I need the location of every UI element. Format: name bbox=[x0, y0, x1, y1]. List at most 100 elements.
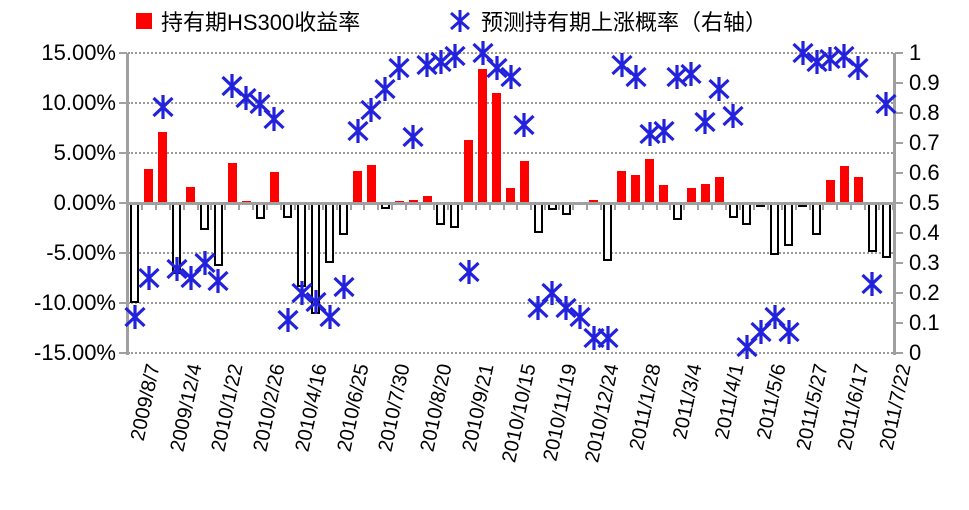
bar bbox=[533, 203, 543, 233]
asterisk-marker-icon bbox=[652, 119, 675, 143]
category-tick bbox=[127, 204, 129, 210]
asterisk-marker-icon bbox=[513, 113, 536, 137]
x-axis-date-label: 2010/7/30 bbox=[374, 362, 415, 454]
asterisk-marker-icon bbox=[166, 257, 188, 281]
category-tick bbox=[711, 204, 714, 210]
asterisk-marker-icon bbox=[346, 119, 369, 143]
category-tick bbox=[224, 204, 227, 210]
category-tick bbox=[739, 204, 741, 210]
asterisk-marker-icon bbox=[388, 56, 410, 80]
bar bbox=[617, 171, 627, 203]
x-axis-date-label: 2011/7/22 bbox=[875, 362, 916, 453]
bar bbox=[186, 187, 196, 203]
category-tick bbox=[140, 204, 143, 210]
left-axis-tick-label: 0.00% bbox=[53, 190, 116, 215]
left-axis-tick-label: 15.00% bbox=[41, 40, 116, 65]
left-axis-tick bbox=[119, 302, 127, 304]
asterisk-marker-icon bbox=[360, 98, 383, 122]
asterisk-marker-icon bbox=[778, 320, 800, 344]
bar bbox=[492, 93, 502, 203]
category-tick bbox=[182, 204, 185, 210]
bar bbox=[686, 188, 696, 203]
bar bbox=[519, 161, 529, 203]
bar bbox=[255, 203, 265, 219]
category-tick bbox=[391, 204, 394, 210]
bar bbox=[853, 177, 863, 203]
bar bbox=[700, 184, 710, 203]
category-tick bbox=[697, 204, 700, 210]
bar bbox=[144, 169, 154, 203]
bar bbox=[297, 203, 307, 287]
chart-legend: 持有期HS300收益率 预测持有期上涨概率（右轴） bbox=[0, 6, 969, 40]
asterisk-marker-icon bbox=[444, 44, 466, 68]
x-axis-date-label: 2010/10/15 bbox=[497, 362, 541, 465]
left-axis-tick-label: 10.00% bbox=[41, 90, 116, 115]
category-tick bbox=[613, 204, 616, 210]
bar bbox=[672, 203, 682, 220]
bar-series-swatch-icon bbox=[136, 13, 152, 29]
bar bbox=[728, 203, 738, 218]
asterisk-marker-icon bbox=[277, 308, 299, 332]
bar bbox=[464, 140, 474, 203]
right-axis-tick bbox=[895, 262, 903, 264]
category-tick bbox=[878, 204, 881, 210]
x-axis-date-label: 2011/3/4 bbox=[669, 362, 707, 442]
legend-item-marker-series: 预测持有期上涨概率（右轴） bbox=[448, 6, 767, 36]
right-axis-tick-label: 0.7 bbox=[909, 130, 940, 155]
bar bbox=[325, 203, 335, 263]
bar bbox=[839, 166, 849, 203]
category-tick bbox=[794, 204, 797, 210]
asterisk-marker-icon bbox=[193, 251, 216, 275]
left-axis-tick-label: -10.00% bbox=[34, 290, 116, 315]
asterisk-marker-icon bbox=[847, 56, 869, 80]
category-tick bbox=[683, 204, 686, 210]
x-axis-date-label: 2010/4/16 bbox=[291, 362, 332, 454]
asterisk-marker-icon bbox=[694, 110, 716, 134]
asterisk-marker-icon bbox=[458, 260, 480, 284]
bar bbox=[784, 203, 794, 246]
category-tick bbox=[335, 204, 338, 210]
category-tick bbox=[266, 204, 269, 210]
bar bbox=[589, 200, 599, 203]
x-axis-date-label: 2011/5/27 bbox=[792, 362, 833, 453]
category-tick bbox=[363, 204, 366, 210]
right-axis-tick bbox=[895, 142, 903, 144]
right-axis-tick bbox=[895, 232, 903, 234]
bar bbox=[227, 163, 237, 203]
x-axis-date-label: 2009/8/7 bbox=[126, 362, 165, 443]
category-tick bbox=[280, 204, 282, 210]
x-axis-date-label: 2011/6/17 bbox=[834, 362, 874, 453]
asterisk-marker-icon bbox=[430, 50, 452, 74]
right-axis-tick bbox=[895, 322, 903, 324]
bar bbox=[714, 177, 724, 203]
left-axis-tick bbox=[119, 52, 127, 54]
category-tick bbox=[530, 204, 533, 210]
bar bbox=[366, 165, 376, 203]
right-axis-tick-label: 0.3 bbox=[909, 250, 940, 275]
asterisk-marker-icon bbox=[450, 10, 470, 32]
asterisk-marker-icon bbox=[499, 65, 522, 89]
bar bbox=[867, 203, 877, 252]
right-axis-tick bbox=[895, 82, 903, 84]
bar bbox=[339, 203, 349, 235]
bar bbox=[742, 203, 752, 225]
asterisk-marker-icon bbox=[291, 281, 313, 305]
category-tick bbox=[446, 204, 449, 210]
category-tick bbox=[892, 204, 894, 210]
asterisk-marker-icon bbox=[374, 77, 396, 101]
bar bbox=[812, 203, 821, 235]
bar bbox=[506, 188, 515, 203]
category-tick bbox=[599, 204, 602, 210]
right-axis-tick-label: 0.6 bbox=[909, 160, 940, 185]
category-tick bbox=[627, 204, 630, 210]
bar bbox=[422, 196, 432, 203]
category-tick bbox=[154, 204, 157, 210]
x-axis-date-label: 2010/12/24 bbox=[581, 362, 624, 465]
asterisk-marker-icon bbox=[569, 305, 591, 329]
x-axis-date-label: 2010/6/25 bbox=[333, 362, 374, 454]
right-axis-tick-label: 0 bbox=[909, 340, 922, 365]
category-tick bbox=[196, 204, 199, 210]
category-tick bbox=[474, 204, 477, 210]
right-axis-tick-label: 0.4 bbox=[909, 220, 940, 245]
category-tick bbox=[349, 204, 352, 210]
